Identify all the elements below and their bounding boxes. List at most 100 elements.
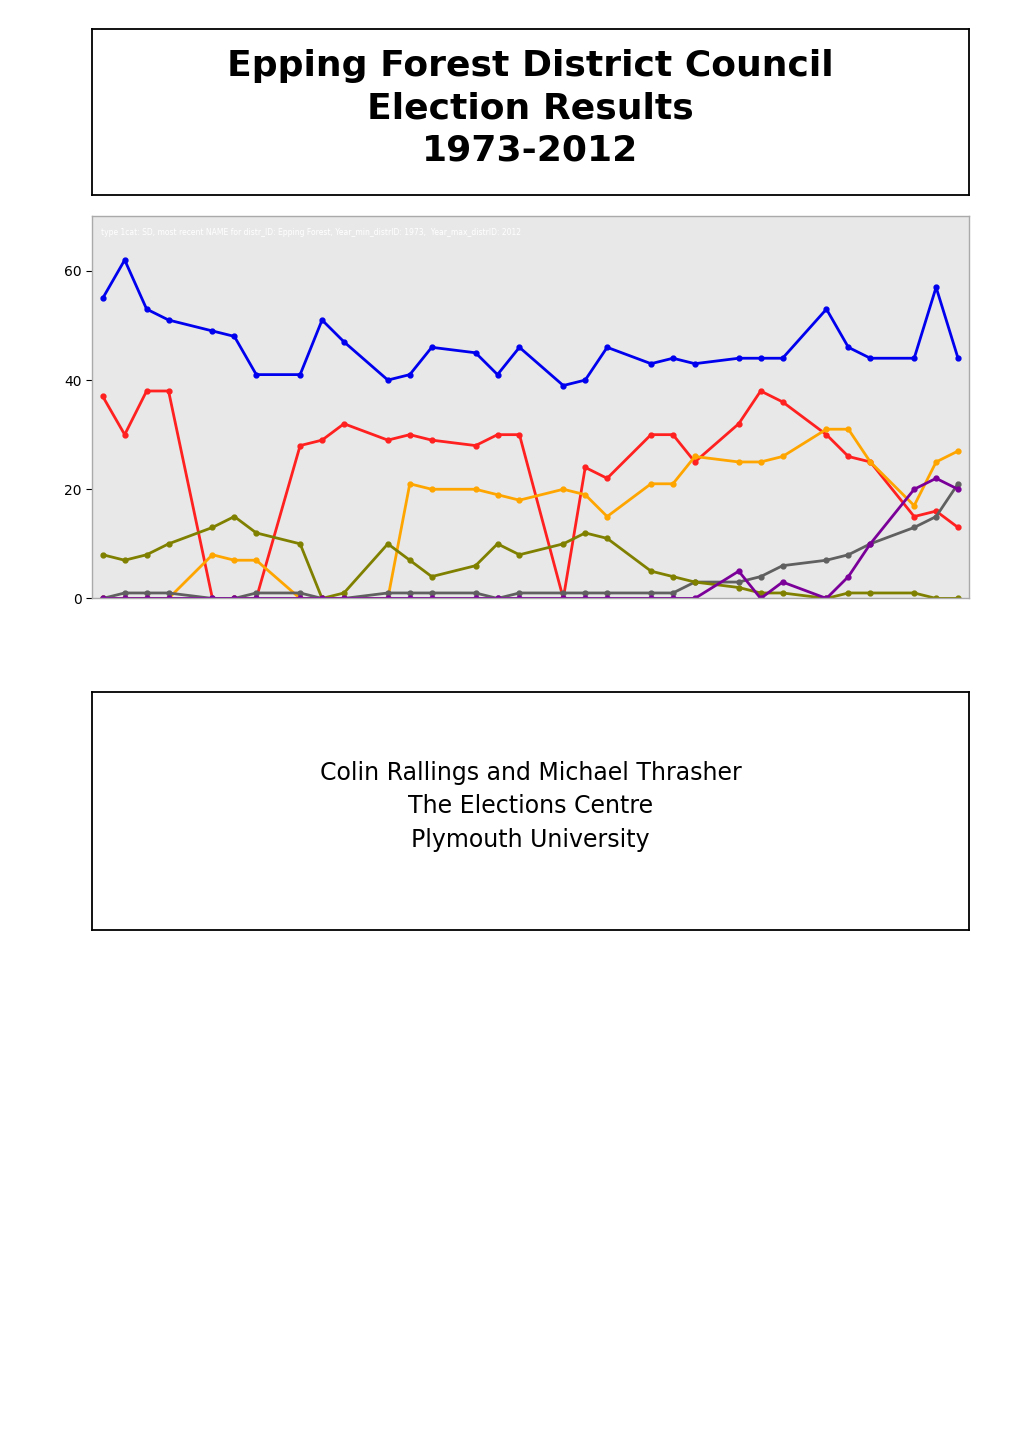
UKIP [228, 590, 240, 607]
Oth [951, 476, 963, 493]
Ind/Res [842, 584, 854, 601]
Lab [907, 508, 919, 525]
UKIP [425, 590, 437, 607]
UKIP [206, 590, 218, 607]
Ind/Res [688, 574, 700, 591]
Con [118, 251, 130, 268]
Lab [513, 425, 525, 443]
LD [469, 480, 481, 497]
UKIP [316, 590, 328, 607]
Con [141, 300, 153, 317]
Ind/Res [644, 562, 656, 580]
Oth [425, 584, 437, 601]
Con [381, 372, 393, 389]
Ind/Res [951, 590, 963, 607]
UKIP [842, 568, 854, 585]
Ind/Res [316, 590, 328, 607]
LD [600, 508, 612, 525]
Con [469, 345, 481, 362]
Con [556, 376, 569, 394]
Oth [316, 590, 328, 607]
UKIP [337, 590, 350, 607]
Con [644, 355, 656, 372]
Ind/Res [819, 590, 832, 607]
UKIP [491, 590, 503, 607]
Ind/Res [228, 508, 240, 525]
Ind/Res [206, 519, 218, 536]
Ind/Res [754, 584, 766, 601]
LD [250, 552, 262, 570]
Ind/Res [666, 568, 679, 585]
Con [863, 349, 875, 366]
Ind/Res [775, 584, 788, 601]
Con [250, 366, 262, 384]
Con [688, 355, 700, 372]
Con [337, 333, 350, 350]
Oth [141, 584, 153, 601]
Oth [206, 590, 218, 607]
Lab [97, 388, 109, 405]
Lab [929, 502, 942, 519]
LD [556, 480, 569, 497]
Con [579, 372, 591, 389]
UKIP [666, 590, 679, 607]
Lab [556, 590, 569, 607]
Lab [425, 431, 437, 448]
UKIP [907, 480, 919, 497]
UKIP [250, 590, 262, 607]
LD [732, 453, 744, 470]
UKIP [118, 590, 130, 607]
Con [316, 311, 328, 329]
UKIP [644, 590, 656, 607]
UKIP [381, 590, 393, 607]
Lab [775, 394, 788, 411]
Oth [404, 584, 416, 601]
Con [666, 349, 679, 366]
Ind/Res [118, 552, 130, 570]
Lab [644, 425, 656, 443]
Ind/Res [425, 568, 437, 585]
Oth [491, 590, 503, 607]
UKIP [162, 590, 174, 607]
Con [162, 311, 174, 329]
Oth [644, 584, 656, 601]
LD [754, 453, 766, 470]
UKIP [754, 590, 766, 607]
LD [381, 590, 393, 607]
LD [337, 590, 350, 607]
Ind/Res [907, 584, 919, 601]
Line: Oth: Oth [100, 482, 960, 601]
UKIP [404, 590, 416, 607]
Ind/Res [337, 584, 350, 601]
Oth [688, 574, 700, 591]
Oth [556, 584, 569, 601]
Ind/Res [929, 590, 942, 607]
Con [425, 339, 437, 356]
Ind/Res [579, 525, 591, 542]
Lab [951, 519, 963, 536]
Con [775, 349, 788, 366]
Lab [842, 448, 854, 466]
Ind/Res [556, 535, 569, 552]
Line: LD: LD [100, 427, 960, 601]
Oth [666, 584, 679, 601]
Con [600, 339, 612, 356]
LD [688, 448, 700, 466]
Oth [337, 590, 350, 607]
Ind/Res [250, 525, 262, 542]
LD [97, 590, 109, 607]
Con [842, 339, 854, 356]
Con [293, 366, 306, 384]
Oth [293, 584, 306, 601]
Lab [688, 453, 700, 470]
Ind/Res [381, 535, 393, 552]
LD [162, 590, 174, 607]
Con [513, 339, 525, 356]
Ind/Res [404, 552, 416, 570]
Lab [732, 415, 744, 433]
Lab [162, 382, 174, 399]
LD [491, 486, 503, 503]
Lab [141, 382, 153, 399]
Oth [228, 590, 240, 607]
LD [513, 492, 525, 509]
